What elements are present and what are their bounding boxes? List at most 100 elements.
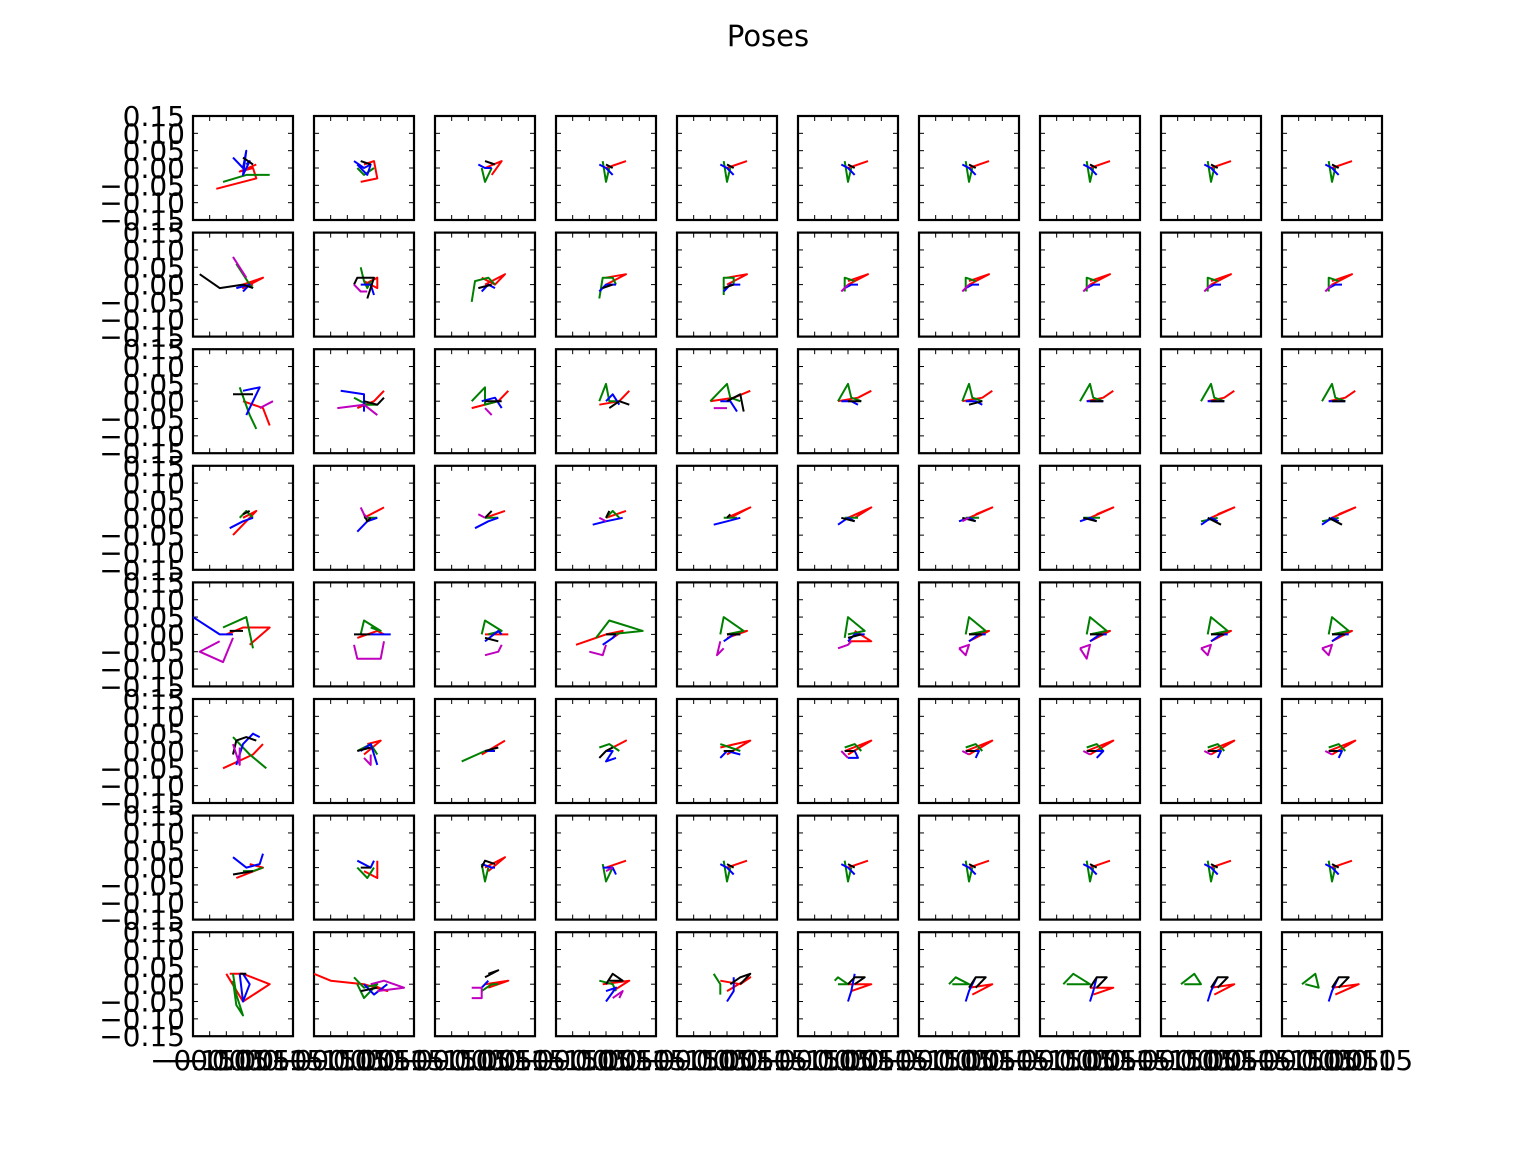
pose-line-blue: [236, 283, 251, 293]
x-tick-label: 0.10: [608, 1044, 670, 1077]
pose-r7-c5: [719, 859, 748, 883]
x-tick-label: −0.15: [1239, 1044, 1325, 1077]
pose-line-black: [847, 863, 856, 869]
y-tick-label: 0.10: [123, 700, 185, 733]
pose-line-magenta: [370, 979, 405, 993]
pose-r4-c3: [474, 509, 506, 530]
subplot-frame: [191, 697, 295, 805]
y-tick-label: −0.15: [99, 437, 185, 470]
pose-line-green: [1206, 616, 1229, 636]
subplot-r5-c1: [191, 581, 295, 688]
pose-line-magenta: [363, 754, 372, 766]
pose-line-magenta: [612, 990, 624, 999]
pose-line-magenta: [598, 516, 607, 523]
subplot-r7-c1: [191, 814, 295, 921]
pose-line-green: [709, 382, 741, 403]
pose-line-blue: [605, 750, 617, 763]
pose-r4-c4: [592, 509, 627, 526]
x-tick-label: 0.10: [245, 1044, 307, 1077]
pose-line-green: [232, 973, 244, 1017]
y-tick-label: −0.10: [99, 303, 185, 336]
pose-line-black: [1210, 863, 1219, 869]
pose-line-green: [1085, 860, 1095, 883]
y-tick-label: −0.05: [99, 169, 185, 202]
pose-line-red: [1086, 389, 1114, 403]
pose-r7-c2: [356, 859, 379, 879]
y-tick-label: 0.10: [123, 934, 185, 967]
x-tick-label: 0.00: [454, 1044, 516, 1077]
pose-line-green: [1206, 860, 1216, 883]
y-tick-label: 0.05: [123, 251, 185, 284]
pose-line-green: [222, 616, 254, 649]
subplot-r8-c5: [675, 931, 779, 1038]
y-tick-label: 0.00: [123, 152, 185, 185]
pose-line-magenta: [1324, 283, 1333, 293]
subplot-frame: [191, 581, 295, 688]
pose-line-green: [356, 167, 375, 176]
pose-line-red: [356, 629, 385, 639]
pose-line-red: [962, 389, 993, 403]
pose-line-green: [1301, 972, 1320, 989]
pose-line-green: [722, 160, 732, 183]
pose-r4-c8: [1079, 506, 1115, 523]
pose-line-black: [484, 160, 496, 166]
x-tick-label: 0.05: [349, 1044, 411, 1077]
y-tick-label: −0.15: [99, 904, 185, 937]
pose-r7-c4: [601, 859, 627, 883]
pose-r4-c9: [1200, 506, 1236, 526]
y-tick-label: 0.00: [123, 852, 185, 885]
pose-line-green: [601, 160, 611, 183]
pose-line-green: [238, 386, 258, 430]
pose-line-green: [1321, 382, 1346, 403]
pose-line-green: [964, 860, 974, 883]
pose-line-black: [480, 859, 496, 869]
y-tick-label: 0.10: [123, 467, 185, 500]
pose-line-green: [722, 860, 732, 883]
pose-line-red: [1086, 739, 1115, 756]
y-tick-label: 0.15: [123, 100, 185, 133]
pose-line-magenta: [961, 750, 970, 756]
x-tick-label: −0.15: [513, 1044, 599, 1077]
pose-line-black: [598, 746, 614, 759]
y-tick-label: 0.15: [123, 450, 185, 483]
x-tick-label: 0.05: [591, 1044, 653, 1077]
subplot-r6-c4: [554, 697, 658, 805]
x-tick-label: −0.15: [392, 1044, 478, 1077]
subplot-r8-c9: [1159, 931, 1263, 1038]
subplot-r4-c8: [1038, 464, 1142, 571]
pose-line-red: [1331, 506, 1357, 519]
pose-line-blue: [484, 629, 503, 643]
x-tick-label: −0.05: [304, 1044, 390, 1077]
x-tick-label: 0.10: [850, 1044, 912, 1077]
pose-line-black: [605, 972, 624, 985]
pose-r5-c4: [575, 619, 644, 657]
pose-line-blue: [477, 163, 492, 169]
pose-line-green: [598, 276, 617, 299]
x-tick-label: 0.00: [212, 1044, 274, 1077]
pose-line-red: [363, 860, 379, 879]
pose-line-red: [481, 739, 506, 756]
pose-line-green: [222, 173, 270, 183]
x-tick-label: −0.05: [788, 1044, 874, 1077]
pose-line-red: [968, 506, 994, 519]
y-tick-label: −0.15: [99, 321, 185, 354]
pose-line-green: [1207, 743, 1226, 752]
pose-line-blue: [605, 986, 617, 1003]
pose-line-blue: [1321, 516, 1340, 526]
pose-line-red: [363, 739, 382, 756]
x-tick-label: 0.10: [1092, 1044, 1154, 1077]
pose-r8-c6: [833, 973, 873, 1002]
pose-r2-c2: [353, 267, 379, 299]
pose-line-black: [1331, 976, 1350, 989]
pose-line-green: [605, 509, 621, 519]
pose-line-green: [232, 736, 267, 770]
x-tick-label: 0.15: [867, 1044, 929, 1077]
y-tick-label: 0.10: [123, 817, 185, 850]
y-tick-label: −0.05: [99, 869, 185, 902]
y-tick-label: 0.00: [123, 735, 185, 768]
pose-r6-c7: [961, 739, 994, 759]
subplot-r2-c6: [796, 231, 900, 338]
pose-line-green: [359, 619, 382, 635]
y-tick-label: 0.15: [123, 916, 185, 949]
